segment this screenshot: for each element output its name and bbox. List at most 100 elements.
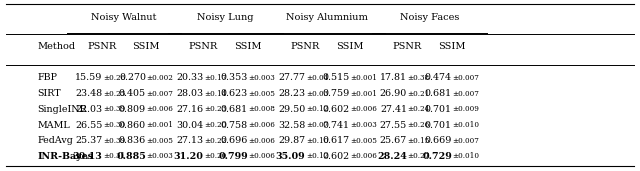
Text: 35.09: 35.09: [276, 152, 305, 161]
Text: 27.41: 27.41: [380, 105, 407, 114]
Text: 27.77: 27.77: [278, 73, 305, 82]
Text: ±0.23: ±0.23: [204, 105, 227, 113]
Text: PSNR: PSNR: [291, 42, 320, 51]
Text: 30.04: 30.04: [177, 121, 204, 129]
Text: ±0.006: ±0.006: [350, 105, 377, 113]
Text: 0.602: 0.602: [323, 152, 349, 161]
Text: 32.58: 32.58: [278, 121, 305, 129]
Text: ±0.38: ±0.38: [408, 74, 430, 82]
Text: 0.681: 0.681: [425, 89, 452, 98]
Text: ±0.07: ±0.07: [306, 121, 328, 129]
Text: 25.37: 25.37: [75, 136, 102, 145]
Text: 0.759: 0.759: [322, 89, 349, 98]
Text: 15.59: 15.59: [75, 73, 102, 82]
Text: ±0.005: ±0.005: [147, 137, 173, 145]
Text: 0.836: 0.836: [118, 136, 146, 145]
Text: ±0.007: ±0.007: [147, 90, 173, 97]
Text: FBP: FBP: [37, 73, 57, 82]
Text: ±0.22: ±0.22: [204, 137, 227, 145]
Text: ±0.005: ±0.005: [350, 137, 377, 145]
Text: Noisy Alumnium: Noisy Alumnium: [287, 13, 368, 22]
Text: ±0.04: ±0.04: [306, 74, 328, 82]
Text: ±0.17: ±0.17: [204, 74, 227, 82]
Text: 0.623: 0.623: [220, 89, 248, 98]
Text: 27.16: 27.16: [177, 105, 204, 114]
Text: 29.87: 29.87: [278, 136, 305, 145]
Text: ±0.007: ±0.007: [452, 137, 479, 145]
Text: 0.701: 0.701: [425, 105, 452, 114]
Text: ±0.001: ±0.001: [147, 121, 173, 129]
Text: ±0.20: ±0.20: [204, 153, 227, 160]
Text: ±0.001: ±0.001: [350, 90, 377, 97]
Text: 0.701: 0.701: [425, 121, 452, 129]
Text: Noisy Faces: Noisy Faces: [400, 13, 459, 22]
Text: 0.669: 0.669: [424, 136, 452, 145]
Text: 27.55: 27.55: [380, 121, 407, 129]
Text: 28.24: 28.24: [377, 152, 407, 161]
Text: FedAvg: FedAvg: [37, 136, 73, 145]
Text: ±0.006: ±0.006: [350, 153, 377, 160]
Text: MAML: MAML: [37, 121, 70, 129]
Text: 0.617: 0.617: [323, 136, 349, 145]
Text: ±0.006: ±0.006: [248, 121, 275, 129]
Text: SSIM: SSIM: [438, 42, 465, 51]
Text: 20.33: 20.33: [176, 73, 204, 82]
Text: ±0.12: ±0.12: [306, 153, 328, 160]
Text: ±0.007: ±0.007: [452, 90, 479, 97]
Text: ±0.006: ±0.006: [147, 105, 173, 113]
Text: ±0.003: ±0.003: [248, 74, 275, 82]
Text: ±0.003: ±0.003: [350, 121, 377, 129]
Text: 17.81: 17.81: [380, 73, 407, 82]
Text: 0.885: 0.885: [116, 152, 146, 161]
Text: ±0.39: ±0.39: [103, 105, 125, 113]
Text: 0.809: 0.809: [119, 105, 146, 114]
Text: ±0.006: ±0.006: [248, 153, 275, 160]
Text: 0.758: 0.758: [221, 121, 248, 129]
Text: 23.48: 23.48: [76, 89, 102, 98]
Text: ±0.14: ±0.14: [204, 90, 227, 97]
Text: 26.55: 26.55: [75, 121, 102, 129]
Text: ±0.27: ±0.27: [408, 153, 430, 160]
Text: 0.741: 0.741: [323, 121, 349, 129]
Text: 26.90: 26.90: [380, 89, 407, 98]
Text: 31.20: 31.20: [173, 152, 204, 161]
Text: Noisy Walnut: Noisy Walnut: [92, 13, 157, 22]
Text: INR-Bayes: INR-Bayes: [37, 152, 93, 161]
Text: ±0.009: ±0.009: [452, 105, 479, 113]
Text: SSIM: SSIM: [234, 42, 261, 51]
Text: 0.681: 0.681: [221, 105, 248, 114]
Text: ±0.001: ±0.001: [350, 74, 377, 82]
Text: 22.03: 22.03: [76, 105, 102, 114]
Text: ±0.26: ±0.26: [103, 74, 125, 82]
Text: 0.602: 0.602: [323, 105, 349, 114]
Text: ±0.007: ±0.007: [452, 74, 479, 82]
Text: 0.515: 0.515: [322, 73, 349, 82]
Text: 28.03: 28.03: [177, 89, 204, 98]
Text: ±0.010: ±0.010: [452, 153, 479, 160]
Text: PSNR: PSNR: [189, 42, 218, 51]
Text: ±0.30: ±0.30: [103, 121, 125, 129]
Text: ±0.10: ±0.10: [306, 137, 328, 145]
Text: ±0.26: ±0.26: [408, 121, 430, 129]
Text: 0.405: 0.405: [119, 89, 146, 98]
Text: 29.50: 29.50: [278, 105, 305, 114]
Text: ±0.25: ±0.25: [103, 90, 125, 97]
Text: ±0.15: ±0.15: [408, 137, 430, 145]
Text: ±0.003: ±0.003: [147, 153, 173, 160]
Text: PSNR: PSNR: [392, 42, 422, 51]
Text: ±0.005: ±0.005: [248, 90, 275, 97]
Text: Noisy Lung: Noisy Lung: [197, 13, 254, 22]
Text: ±0.24: ±0.24: [408, 105, 430, 113]
Text: 0.696: 0.696: [220, 136, 248, 145]
Text: ±0.21: ±0.21: [408, 90, 430, 97]
Text: ±0.20: ±0.20: [204, 121, 227, 129]
Text: ±0.03: ±0.03: [306, 90, 328, 97]
Text: 27.13: 27.13: [177, 136, 204, 145]
Text: ±0.39: ±0.39: [103, 137, 125, 145]
Text: 30.13: 30.13: [72, 152, 102, 161]
Text: SSIM: SSIM: [132, 42, 159, 51]
Text: ±0.008: ±0.008: [248, 105, 275, 113]
Text: 0.474: 0.474: [425, 73, 452, 82]
Text: 0.353: 0.353: [220, 73, 248, 82]
Text: SIRT: SIRT: [37, 89, 61, 98]
